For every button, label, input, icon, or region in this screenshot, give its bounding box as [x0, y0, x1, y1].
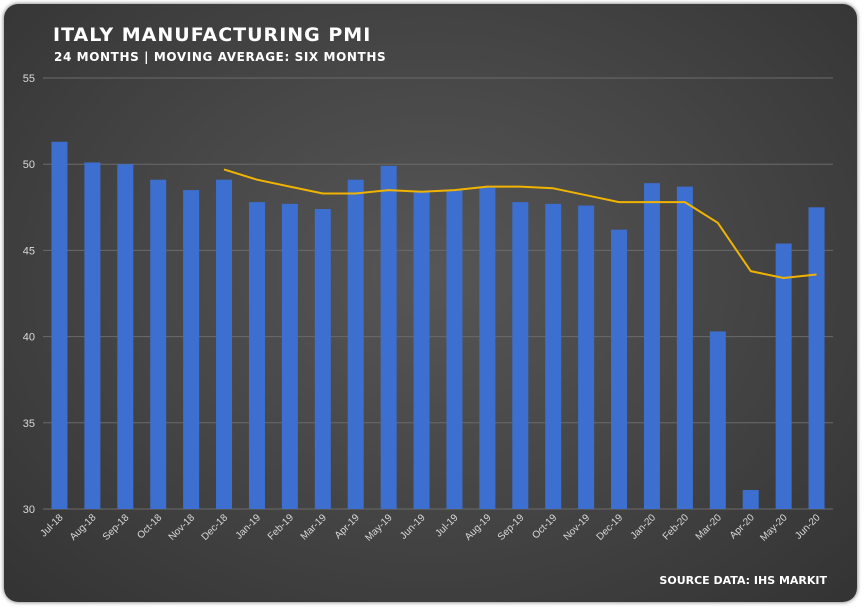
x-tick-label: Aug-18 — [68, 512, 99, 543]
bar — [479, 186, 496, 509]
y-tick-label: 55 — [23, 73, 35, 85]
bar — [643, 183, 660, 509]
x-tick-label: Oct-19 — [530, 512, 559, 541]
x-tick-label: Oct-18 — [135, 512, 164, 541]
bar — [281, 203, 298, 510]
x-tick-label: Feb-19 — [266, 512, 296, 542]
x-tick-label: May-20 — [758, 512, 790, 544]
bar — [314, 209, 331, 510]
bar — [446, 190, 463, 509]
bar — [676, 186, 693, 509]
x-tick-label: Mar-19 — [299, 512, 329, 542]
bar — [84, 162, 101, 509]
bar — [347, 179, 364, 509]
bar — [808, 207, 825, 510]
y-tick-label: 50 — [23, 159, 35, 171]
x-tick-label: Jun-20 — [793, 512, 823, 542]
x-tick-label: Jun-19 — [398, 512, 428, 542]
gridlines — [43, 77, 833, 510]
x-tick-label: Dec-18 — [200, 512, 231, 543]
x-tick-label: Aug-19 — [463, 512, 494, 543]
x-tick-label: Dec-19 — [595, 512, 626, 543]
x-tick-label: Apr-20 — [728, 512, 757, 541]
x-tick-label: Nov-18 — [167, 512, 198, 543]
x-tick-label: Jul-18 — [39, 512, 66, 539]
bar — [512, 202, 529, 510]
x-tick-label: Apr-19 — [333, 512, 362, 541]
bar — [117, 164, 134, 509]
chart-title: ITALY MANUFACTURING PMI — [53, 24, 372, 46]
moving-average-series — [223, 168, 817, 279]
bar — [611, 229, 628, 509]
x-tick-label: Feb-20 — [661, 512, 691, 542]
bar — [380, 165, 397, 509]
x-axis-ticks: Jul-18 Aug-18 Sep-18 Oct-18 Nov-18 Dec-18 Jan-… — [39, 512, 823, 544]
source-note: SOURCE DATA: IHS MARKIT — [659, 574, 827, 587]
x-tick-label: Jan-20 — [629, 512, 659, 542]
x-tick-label: Jul-19 — [434, 512, 461, 539]
y-axis-ticks: 30 35 40 45 50 55 — [23, 73, 35, 516]
bar — [216, 179, 233, 509]
chart-subtitle: 24 MONTHS | MOVING AVERAGE: SIX MONTHS — [54, 50, 387, 64]
x-tick-label: Nov-19 — [562, 512, 593, 543]
x-tick-label: Mar-20 — [694, 512, 724, 542]
y-tick-label: 30 — [23, 504, 35, 516]
x-tick-label: Sep-18 — [101, 512, 132, 543]
bar — [742, 490, 759, 509]
chart-card: ITALY MANUFACTURING PMI 24 MONTHS | MOVI… — [4, 4, 857, 602]
bar — [413, 191, 430, 509]
bar — [709, 331, 726, 509]
x-tick-label: May-19 — [363, 512, 395, 544]
moving-average-line — [223, 168, 817, 279]
y-tick-label: 35 — [23, 418, 35, 430]
bar — [545, 203, 562, 510]
x-tick-label: Jan-19 — [234, 512, 264, 542]
bar — [775, 243, 792, 509]
x-tick-label: Sep-19 — [496, 512, 527, 543]
bar — [150, 179, 167, 509]
bar — [248, 202, 265, 510]
bar — [578, 205, 595, 510]
bar-series — [51, 141, 825, 510]
y-tick-label: 45 — [23, 245, 35, 257]
y-tick-label: 40 — [23, 332, 35, 344]
bar — [183, 190, 200, 509]
bar — [51, 141, 68, 509]
